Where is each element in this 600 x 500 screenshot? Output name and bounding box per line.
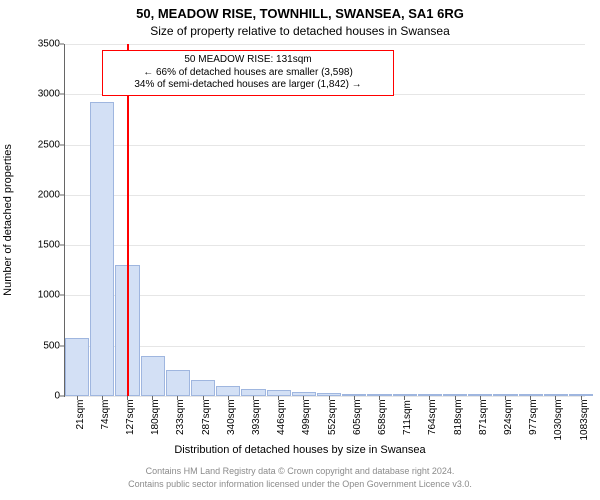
annotation-line1: 50 MEADOW RISE: 131sqm: [109, 54, 387, 67]
histogram-bar: [241, 389, 265, 396]
y-tick-label: 1500: [30, 240, 60, 251]
y-tick-label: 2000: [30, 189, 60, 200]
y-tick-label: 3000: [30, 89, 60, 100]
x-tick-label: 658sqm: [377, 399, 388, 435]
histogram-bar: [166, 370, 190, 396]
x-tick-label: 818sqm: [453, 399, 464, 435]
chart-title-main: 50, MEADOW RISE, TOWNHILL, SWANSEA, SA1 …: [0, 6, 600, 21]
x-tick-label: 711sqm: [402, 400, 413, 435]
y-tick-label: 0: [30, 391, 60, 402]
x-tick-label: 287sqm: [201, 399, 212, 435]
gridline-h: [65, 145, 585, 146]
x-tick-label: 233sqm: [175, 399, 186, 435]
x-tick-label: 605sqm: [352, 399, 363, 435]
x-tick-label: 180sqm: [150, 399, 161, 435]
annotation-line2: ← 66% of detached houses are smaller (3,…: [109, 67, 387, 80]
y-tick-label: 3500: [30, 39, 60, 50]
x-tick-label: 1030sqm: [553, 399, 564, 440]
histogram-bar: [191, 380, 215, 396]
x-tick-label: 764sqm: [427, 399, 438, 435]
gridline-h: [65, 245, 585, 246]
gridline-h: [65, 195, 585, 196]
x-tick-label: 977sqm: [528, 399, 539, 435]
plot-area: [64, 44, 585, 397]
x-tick-label: 552sqm: [327, 399, 338, 435]
x-tick-label: 393sqm: [251, 399, 262, 435]
histogram-bar: [216, 386, 240, 396]
annotation-box: 50 MEADOW RISE: 131sqm ← 66% of detached…: [102, 50, 394, 96]
footer-line-2: Contains public sector information licen…: [0, 479, 600, 489]
x-axis-label: Distribution of detached houses by size …: [0, 444, 600, 456]
y-tick-label: 2500: [30, 139, 60, 150]
annotation-line3: 34% of semi-detached houses are larger (…: [109, 79, 387, 92]
gridline-h: [65, 295, 585, 296]
y-tick-label: 500: [30, 340, 60, 351]
x-tick-label: 1083sqm: [579, 399, 590, 440]
gridline-h: [65, 396, 585, 397]
histogram-bar: [65, 338, 89, 396]
x-tick-label: 74sqm: [100, 399, 111, 429]
chart-canvas: { "title_main": "50, MEADOW RISE, TOWNHI…: [0, 0, 600, 500]
gridline-h: [65, 44, 585, 45]
y-tick-label: 1000: [30, 290, 60, 301]
chart-title-sub: Size of property relative to detached ho…: [0, 24, 600, 38]
x-tick-label: 127sqm: [125, 399, 136, 435]
footer-line-1: Contains HM Land Registry data © Crown c…: [0, 466, 600, 476]
property-marker-line: [127, 44, 129, 396]
x-tick-label: 340sqm: [226, 399, 237, 435]
histogram-bar: [141, 356, 165, 396]
x-tick-label: 499sqm: [301, 399, 312, 435]
x-tick-label: 924sqm: [503, 399, 514, 435]
y-axis-label: Number of detached properties: [2, 144, 14, 296]
x-tick-label: 871sqm: [478, 399, 489, 435]
x-tick-label: 446sqm: [276, 399, 287, 435]
gridline-h: [65, 346, 585, 347]
histogram-bar: [90, 102, 114, 396]
x-tick-label: 21sqm: [75, 399, 86, 429]
